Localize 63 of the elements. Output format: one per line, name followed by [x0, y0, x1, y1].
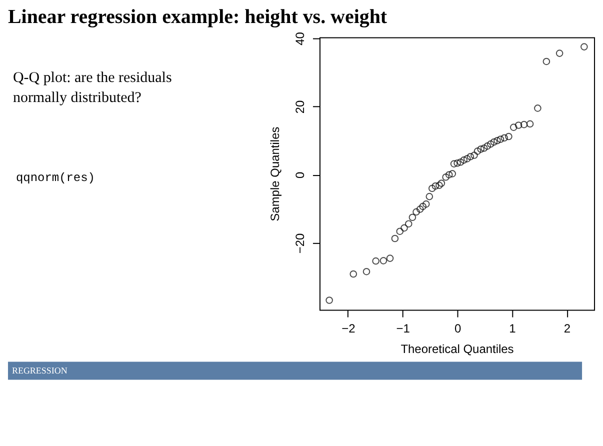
point — [520, 120, 528, 128]
point — [412, 208, 420, 216]
point — [484, 142, 492, 150]
point — [419, 202, 426, 210]
x-tick-label: −1 — [396, 321, 410, 336]
x-tick-label: 1 — [509, 321, 516, 336]
point — [448, 170, 456, 178]
point — [510, 124, 518, 131]
point — [432, 182, 440, 190]
y-tick-label: 20 — [292, 100, 307, 114]
point — [442, 173, 450, 181]
point — [466, 152, 474, 160]
point — [350, 270, 358, 278]
point — [470, 152, 478, 159]
point — [496, 136, 504, 143]
point — [460, 156, 468, 164]
point — [416, 206, 424, 213]
point — [422, 200, 430, 208]
point — [326, 296, 333, 304]
point — [450, 160, 458, 168]
text: qqnorm(res) — [16, 171, 95, 186]
point — [580, 43, 588, 50]
point — [477, 145, 484, 153]
point — [408, 214, 416, 222]
point — [556, 50, 564, 57]
point — [396, 228, 404, 235]
point — [454, 159, 461, 167]
x-tick-label: −2 — [342, 321, 356, 336]
point — [386, 254, 394, 262]
point — [486, 140, 494, 148]
point — [526, 120, 534, 128]
point — [428, 184, 436, 192]
y-tick-label: −20 — [292, 232, 307, 254]
point — [438, 180, 446, 187]
point — [362, 268, 370, 276]
point — [494, 136, 501, 144]
point — [391, 234, 399, 242]
y-tick-label: 0 — [292, 172, 307, 179]
point — [372, 257, 380, 265]
point — [500, 134, 508, 142]
text: REGRESSION — [12, 366, 68, 376]
point — [505, 132, 512, 140]
point — [436, 182, 443, 189]
x-axis-title: Theoretical Quantiles — [400, 342, 514, 356]
y-tick-label: 40 — [292, 32, 307, 46]
point — [426, 192, 434, 200]
x-tick-label: 0 — [454, 321, 462, 336]
x-tick-label: 2 — [564, 321, 571, 336]
point — [400, 224, 408, 232]
point — [534, 104, 542, 112]
point — [490, 138, 498, 146]
point — [404, 220, 412, 228]
chart-title: Linear regression example: height vs. weight — [8, 6, 388, 28]
point — [463, 155, 471, 162]
point — [445, 171, 453, 178]
point — [474, 148, 482, 155]
text: Q-Q plot: are the residuals normally distributed? — [12, 70, 172, 106]
point — [542, 58, 550, 66]
point — [514, 122, 522, 129]
point — [380, 257, 388, 264]
point — [456, 158, 464, 166]
y-axis-title: Sample Quantiles — [268, 126, 282, 222]
point — [480, 144, 488, 152]
